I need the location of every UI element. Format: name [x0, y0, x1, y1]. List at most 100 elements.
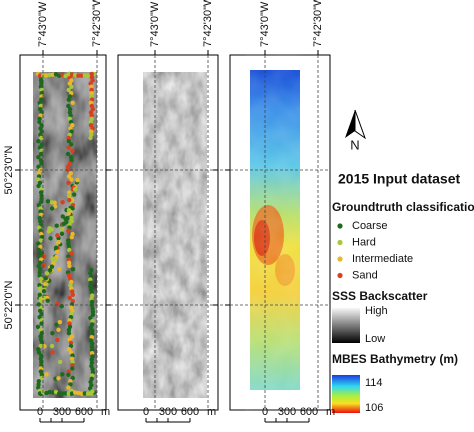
sample-point: [79, 73, 84, 78]
sample-point: [50, 350, 55, 355]
sample-point: [47, 72, 52, 78]
sample-point: [68, 343, 74, 349]
sample-point: [51, 260, 56, 266]
sample-point: [89, 84, 94, 90]
sample-point: [50, 256, 55, 261]
sample-point: [49, 343, 55, 349]
sample-point: [58, 359, 63, 365]
sample-point: [90, 78, 95, 83]
sample-point: [55, 233, 60, 238]
sample-point: [66, 391, 72, 396]
sample-point: [89, 351, 95, 356]
sample-point: [90, 367, 95, 372]
sample-point: [89, 344, 95, 349]
sample-point: [88, 129, 94, 134]
sample-point: [66, 369, 71, 374]
sample-point: [65, 238, 71, 243]
legend-label: Coarse: [352, 220, 387, 232]
sample-point: [89, 71, 94, 77]
backscatter-image: [143, 72, 207, 398]
sample-point: [82, 391, 88, 396]
sample-point: [70, 366, 75, 371]
sample-point: [69, 177, 74, 182]
sample-point: [36, 247, 42, 253]
bathymetry-key: [332, 375, 360, 413]
sample-point: [36, 139, 41, 144]
sample-point: [66, 135, 71, 141]
sample-point: [36, 177, 41, 182]
sample-point: [70, 123, 75, 128]
sample-point: [70, 363, 75, 368]
sample-point: [44, 372, 49, 377]
sample-point: [69, 72, 75, 77]
sample-point: [67, 190, 72, 195]
sample-point: [53, 204, 58, 209]
sample-point: [54, 223, 59, 228]
sample-point: [56, 266, 62, 272]
sample-point: [89, 357, 94, 362]
sample-point: [69, 219, 74, 224]
backscatter-key: [332, 307, 360, 343]
sample-point: [67, 222, 72, 227]
sample-point: [36, 350, 42, 355]
longitude-label: 7°42'30"W: [202, 0, 214, 47]
sample-point: [49, 227, 54, 232]
sample-point: [70, 359, 75, 365]
sample-point: [50, 330, 55, 336]
sample-point: [69, 84, 74, 90]
sample-point: [66, 97, 71, 102]
sample-point: [69, 129, 74, 134]
sample-point: [89, 347, 95, 353]
sample-point: [65, 216, 70, 221]
sample-point: [90, 306, 95, 311]
sample-point: [60, 391, 65, 396]
scale-label: 300: [53, 406, 71, 418]
sample-point: [68, 379, 73, 384]
sample-point: [67, 263, 72, 269]
sample-point: [43, 276, 48, 281]
sample-point: [65, 151, 71, 157]
sample-point: [69, 235, 75, 240]
latitude-label: 50°23'0"N: [3, 145, 15, 194]
sample-point: [38, 151, 44, 157]
sample-point: [48, 236, 53, 241]
sample-point: [90, 319, 95, 324]
legend-dot: [337, 239, 343, 246]
north-arrow-left: [345, 110, 355, 138]
sample-point: [49, 206, 55, 211]
sample-point: [60, 214, 66, 219]
sample-point: [79, 391, 84, 396]
scale-label: 300: [278, 406, 296, 418]
sample-point: [64, 220, 69, 225]
sample-point: [90, 312, 96, 317]
sample-point: [66, 174, 72, 179]
sample-point: [87, 386, 93, 391]
sample-point: [50, 390, 55, 395]
sample-point: [56, 327, 61, 333]
sample-point: [45, 298, 50, 303]
panel-frame: [19, 54, 107, 411]
latitude-label: 50°22'0"N: [3, 280, 15, 329]
longitude-label: 7°43'0"W: [259, 1, 271, 47]
sample-point: [60, 372, 65, 377]
sample-point: [89, 290, 95, 295]
legend-dot: [337, 223, 343, 229]
sample-point: [54, 322, 59, 327]
sample-point: [89, 113, 94, 118]
sample-point: [53, 245, 59, 251]
sample-point: [66, 331, 72, 336]
sample-point: [67, 318, 72, 323]
scale-label: 0: [37, 406, 43, 418]
scale-label: 300: [159, 406, 177, 418]
sample-point: [36, 171, 41, 176]
key-label: 114: [365, 377, 383, 389]
sample-point: [68, 142, 74, 147]
sample-point: [38, 135, 44, 141]
sample-point: [90, 309, 96, 314]
sample-point: [66, 372, 71, 377]
sample-point: [63, 391, 68, 396]
legend-title: MBES Bathymetry (m): [332, 352, 458, 366]
north-arrow-right: [354, 109, 366, 140]
sample-point: [66, 244, 72, 249]
